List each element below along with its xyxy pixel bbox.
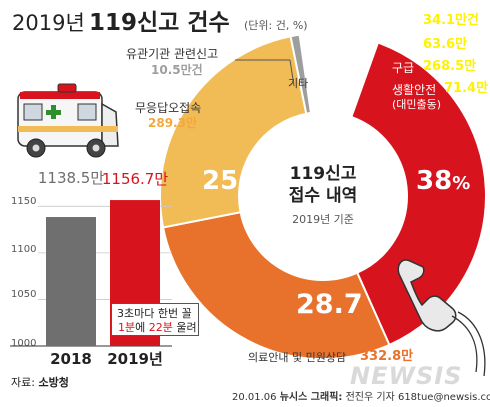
telephone-icon	[397, 259, 486, 377]
title-year: 2019년	[12, 11, 85, 35]
note-num1: 1분	[118, 321, 136, 334]
breakdown-value-fire: 34.1만건	[423, 13, 479, 28]
donut-center-line2: 접수 내역	[288, 186, 358, 206]
medical-value: 332.8만	[360, 349, 414, 364]
pct-label-orange: 28.7	[296, 289, 363, 320]
footer-credit: 20.01.06 뉴시스 그래픽: 전진우 기자 618tue@newsis.c…	[232, 393, 490, 403]
donut-hole	[239, 112, 407, 280]
breakdown-value-rescue: 63.6만	[423, 37, 468, 52]
x-label-2018: 2018	[50, 350, 92, 368]
donut-center-subtitle: 2019년 기준	[292, 213, 354, 226]
breakdown-label-fire: 화재	[392, 15, 415, 29]
pct-red-value: 38	[416, 166, 453, 196]
bar-value-2018: 1138.5만	[37, 169, 105, 187]
note-line1: 3초마다 한번 꼴	[117, 307, 192, 320]
breakdown-label-emergency: 구급	[392, 61, 415, 75]
related-label: 유관기관 관련신고	[126, 47, 219, 61]
unit-label: (단위: 건, %)	[244, 19, 308, 32]
y-tick-1150: 1150	[11, 196, 37, 207]
medical-label: 의료안내 및 민원상담	[248, 351, 347, 364]
breakdown-label-life: 생활안전	[392, 83, 437, 97]
source-name: 소방청	[38, 376, 69, 389]
bar-2018	[46, 217, 96, 346]
etc-label: 기타	[288, 77, 309, 90]
breakdown-value-emergency: 268.5만	[423, 59, 477, 74]
breakdown-sub: (대민출동)	[392, 98, 442, 111]
breakdown-label-rescue: 구조	[392, 39, 415, 53]
donut-center-line1: 119신고	[289, 164, 357, 184]
note-end: 울려	[172, 321, 197, 334]
note-box: 3초마다 한번 꼴 1분에 22분 울려	[111, 303, 199, 336]
breakdown-value-life: 71.4만	[444, 81, 489, 96]
note-mid: 에	[135, 321, 149, 334]
note-num2: 22분	[148, 321, 173, 334]
newsis-logo: NEWSIS	[350, 362, 463, 390]
source: 자료: 소방청	[11, 377, 69, 388]
y-tick-1000: 1000	[11, 338, 37, 349]
footer-agency: 뉴시스 그래픽:	[279, 392, 343, 403]
source-label: 자료:	[11, 376, 39, 389]
pct-label-yellow: 25	[202, 166, 239, 196]
y-tick-1100: 1100	[11, 244, 37, 255]
footer-date: 20.01.06	[232, 392, 277, 403]
pct-red-unit: %	[452, 173, 471, 194]
noresp-value: 289.3만	[148, 116, 197, 130]
pct-label-red: 38%	[416, 168, 470, 194]
y-tick-1050: 1050	[11, 289, 37, 300]
donut-chart	[159, 32, 487, 360]
bar-value-2019: 1156.7만	[101, 170, 169, 188]
related-value: 10.5만건	[151, 63, 203, 77]
page-title: 119신고 건수	[89, 10, 230, 36]
note-line2: 1분에 22분 울려	[118, 322, 197, 333]
ambulance-icon	[17, 83, 119, 158]
related-leader-line-2	[289, 59, 295, 87]
footer-author: 전진우 기자 618tue@newsis.com	[345, 392, 490, 403]
noresp-label: 무응답오접속	[135, 101, 202, 115]
x-label-2019: 2019년	[107, 350, 163, 368]
